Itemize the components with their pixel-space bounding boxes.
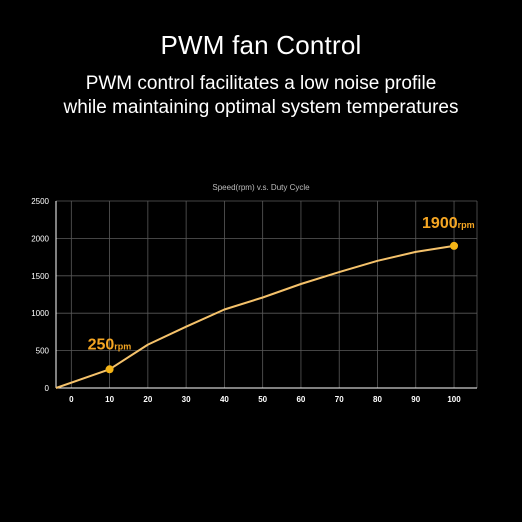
x-tick-label: 30 bbox=[182, 395, 191, 404]
y-tick-label: 0 bbox=[45, 384, 50, 393]
x-tick-label: 80 bbox=[373, 395, 382, 404]
data-label-unit: rpm bbox=[458, 220, 475, 230]
x-tick-label: 40 bbox=[220, 395, 229, 404]
chart-grid bbox=[56, 200, 478, 389]
data-label: 250rpm bbox=[88, 336, 132, 353]
data-point-marker bbox=[450, 241, 459, 250]
data-point-marker bbox=[105, 365, 114, 374]
series-line bbox=[55, 244, 455, 389]
x-tick-label: 0 bbox=[69, 395, 74, 404]
y-tick-label: 2500 bbox=[31, 197, 49, 206]
subtitle-line-1: PWM control facilitates a low noise prof… bbox=[85, 73, 437, 94]
x-tick-label: 100 bbox=[447, 395, 461, 404]
x-tick-label: 70 bbox=[335, 395, 344, 404]
x-tick-label: 20 bbox=[143, 395, 152, 404]
page-subtitle: PWM control facilitates a low noise prof… bbox=[0, 72, 522, 120]
x-tick-label: 90 bbox=[411, 395, 420, 404]
subtitle-line-2: while maintaining optimal system tempera… bbox=[63, 97, 459, 118]
y-tick-label: 500 bbox=[36, 347, 50, 356]
page-title: PWM fan Control bbox=[160, 30, 362, 60]
x-tick-label: 60 bbox=[296, 395, 305, 404]
x-tick-label: 10 bbox=[105, 395, 114, 404]
y-tick-label: 2000 bbox=[31, 234, 49, 243]
data-label: 1900rpm bbox=[422, 215, 475, 232]
y-tick-label: 1000 bbox=[31, 309, 49, 318]
y-tick-label: 1500 bbox=[31, 272, 49, 281]
x-tick-label: 50 bbox=[258, 395, 267, 404]
data-label-unit: rpm bbox=[114, 341, 131, 351]
chart-title: Speed(rpm) v.s. Duty Cycle bbox=[212, 183, 310, 192]
